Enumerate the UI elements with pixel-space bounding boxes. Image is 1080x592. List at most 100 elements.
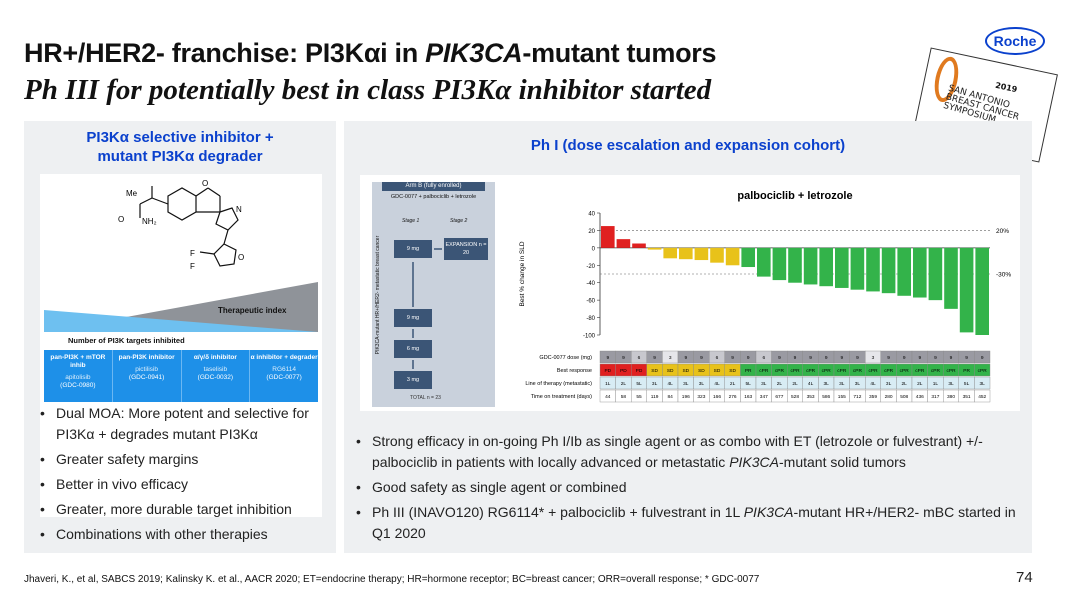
table-cell-text: cPR (822, 368, 832, 374)
therapeutic-index-triangle (44, 282, 318, 332)
table-cell-text: 9 (950, 355, 953, 361)
table-cell-text: 9 (622, 355, 625, 361)
table-cell-text: 347 (760, 394, 768, 400)
table-cell-text: 508 (900, 394, 908, 400)
table-cell-text: SD (651, 368, 658, 374)
y-tick-label: 0 (592, 246, 596, 252)
table-cell-text: 452 (978, 394, 986, 400)
table-cell-text: 2L (777, 381, 783, 387)
y-tick-label: -40 (586, 281, 595, 287)
waterfall-bar (835, 247, 849, 288)
table-cell-text: 9 (840, 355, 843, 361)
waterfall-bar (881, 247, 896, 294)
table-cell-text: cPR (978, 368, 988, 374)
table-cell-text: 3L (839, 381, 845, 387)
table-cell-text: cPR (884, 368, 894, 374)
table-cell-text: 2L (730, 381, 736, 387)
table-row-label: Line of therapy (metastatic) (525, 381, 592, 387)
table-row-label: GDC-0077 dose (mg) (539, 355, 592, 361)
left-bullets: Dual MOA: More potent and selective for … (40, 403, 330, 549)
table-cell-text: PD (604, 368, 611, 374)
table-cell-text: 3L (699, 381, 705, 387)
table-cell-text: 9 (934, 355, 937, 361)
table-cell-text: 280 (885, 394, 893, 400)
table-row-label: Best response (557, 368, 592, 374)
table-cell-text: 166 (713, 394, 721, 400)
waterfall-bar (647, 247, 662, 250)
table-cell-text: cPR (806, 368, 816, 374)
right-panel-heading: Ph I (dose escalation and expansion coho… (530, 137, 846, 154)
table-cell-text: 3L (886, 381, 892, 387)
waterfall-bar (725, 247, 740, 266)
waterfall-bar (710, 247, 724, 263)
table-cell-text: cPR (946, 368, 956, 374)
inhibitor-columns: pan-PI3K + mTOR inhib apitolisib (GDC-0980… (44, 350, 318, 402)
waterfall-chart: palbociclib + letrozole Best % change in … (519, 190, 1011, 403)
table-cell-text: 586 (822, 394, 830, 400)
waterfall-bar (632, 243, 646, 248)
waterfall-bar (819, 247, 833, 287)
chart-title: palbociclib + letrozole (737, 190, 852, 202)
reference-line-label: -30% (996, 272, 1011, 279)
table-cell-text: cPR (931, 368, 941, 374)
waterfall-bar (616, 239, 631, 248)
table-cell-text: 677 (775, 394, 783, 400)
table-cell-text: 9 (856, 355, 859, 361)
table-cell-text: cPR (868, 368, 878, 374)
roche-logo: Roche (985, 27, 1045, 55)
molecule-structure-icon: Me O NH₂ O N O F F (118, 179, 244, 271)
table-cell (974, 363, 991, 377)
table-cell-text: 6 (638, 355, 641, 361)
waterfall-bar (850, 247, 865, 290)
table-cell-text: 6 (762, 355, 765, 361)
right-bullets: Strong efficacy in on-going Ph I/Ib as s… (356, 431, 1026, 548)
table-cell-text: 9 (606, 355, 609, 361)
table-cell-text: 712 (853, 394, 861, 400)
table-cell-text: 3L (948, 381, 954, 387)
page-number: 74 (1016, 569, 1033, 586)
table-cell-text: cPR (837, 368, 847, 374)
table-cell-text: 1L (933, 381, 939, 387)
table-cell-text: 436 (916, 394, 924, 400)
svg-text:O: O (118, 215, 124, 224)
footnote: Jhaveri, K., et al, SABCS 2019; Kalinsky… (24, 574, 760, 585)
table-cell-text: cPR (790, 368, 800, 374)
table-cell-text: 380 (947, 394, 955, 400)
table-cell-text: 5L (746, 381, 752, 387)
table-cell-text: 9 (809, 355, 812, 361)
table-cell-text: 9 (794, 355, 797, 361)
waterfall-bar (601, 226, 615, 248)
slide-subtitle: Ph III for potentially best in class PI3… (24, 74, 712, 106)
table-cell-text: 3 (669, 355, 672, 361)
table-cell-text: 323 (697, 394, 705, 400)
waterfall-bar (803, 247, 818, 285)
inhibitor-column: α/γ/δ inhibitor taselisib (GDC-0032) (182, 350, 251, 402)
inhibitor-column: pan-PI3K inhibitor pictilisib (GDC-0941) (113, 350, 182, 402)
svg-text:Me: Me (126, 189, 138, 198)
table-cell-text: 163 (744, 394, 752, 400)
waterfall-bar (928, 247, 943, 301)
table-cell-text: 3L (980, 381, 986, 387)
svg-text:O: O (202, 179, 208, 188)
table-cell-text: 5L (964, 381, 970, 387)
table-cell-text: PD (620, 368, 627, 374)
targets-inhibited-label: Number of PI3K targets inhibited (68, 336, 185, 345)
table-cell-text: 2L (917, 381, 923, 387)
bullet-item: Greater safety margins (40, 449, 330, 470)
table-cell-text: 9 (747, 355, 750, 361)
table-cell-text: 276 (729, 394, 737, 400)
table-cell-text: 351 (963, 394, 971, 400)
reference-line-label: 20% (996, 228, 1009, 235)
table-cell-text: 9 (981, 355, 984, 361)
table-cell-text: 3L (761, 381, 767, 387)
study-figure: Arm B (fully enrolled) GDC-0077 + palboc… (360, 175, 1020, 411)
table-cell-text: 9 (918, 355, 921, 361)
waterfall-bar (897, 247, 911, 296)
waterfall-bar (757, 247, 771, 277)
table-cell-text: 6 (716, 355, 719, 361)
table-cell-text: SD (729, 368, 736, 374)
waterfall-bar (975, 247, 989, 335)
table-cell-text: 119 (651, 394, 659, 400)
table-cell-text: cPR (853, 368, 863, 374)
waterfall-bar (913, 247, 927, 298)
